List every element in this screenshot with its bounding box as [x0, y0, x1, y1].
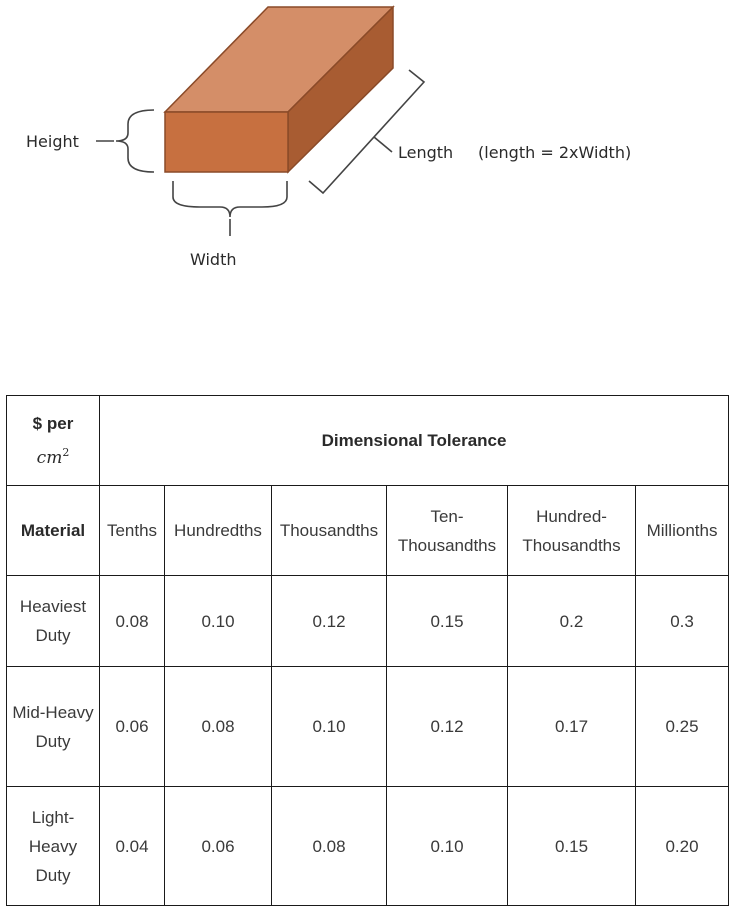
brick-front-face [164, 111, 289, 173]
unit-cell: $ per cm2 [6, 395, 100, 486]
height-brace [115, 109, 155, 173]
value-cell: 0.15 [386, 575, 508, 667]
unit-formula: cm2 [36, 445, 70, 468]
value-cell: 0.20 [634, 786, 730, 906]
length-note: (length = 2xWidth) [478, 143, 631, 162]
column-header-hundred-thousandths: Hundred-Thousandths [507, 485, 636, 576]
value-cell: 0.17 [507, 666, 636, 787]
value-cell: 0.3 [634, 575, 730, 667]
value-cell: 0.08 [271, 786, 387, 906]
length-leader-line [373, 136, 393, 153]
value-cell: 0.10 [164, 575, 272, 667]
column-header-tenths: Tenths [99, 485, 165, 576]
value-cell: 0.08 [99, 575, 165, 667]
table-row: Heaviest Duty 0.08 0.10 0.12 0.15 0.2 0.… [6, 575, 730, 667]
value-cell: 0.15 [507, 786, 636, 906]
brick-diagram: Height Width Length (length = 2xWidth) [26, 5, 631, 269]
value-cell: 0.12 [386, 666, 508, 787]
table-row: Mid-Heavy Duty 0.06 0.08 0.10 0.12 0.17 … [6, 666, 730, 787]
material-cell: Light-Heavy Duty [6, 786, 100, 906]
value-cell: 0.04 [99, 786, 165, 906]
column-header-row: Material Tenths Hundredths Thousandths T… [6, 485, 730, 576]
column-header-millionths: Millionths [634, 485, 730, 576]
material-cell: Mid-Heavy Duty [6, 666, 100, 787]
column-header-ten-thousandths: Ten-Thousandths [386, 485, 508, 576]
value-cell: 0.12 [271, 575, 387, 667]
value-cell: 0.2 [507, 575, 636, 667]
width-label: Width [190, 250, 236, 269]
value-cell: 0.10 [386, 786, 508, 906]
length-bracket [308, 69, 426, 195]
column-header-hundredths: Hundredths [164, 485, 272, 576]
column-header-material: Material [6, 485, 100, 576]
table-row: Light-Heavy Duty 0.04 0.06 0.08 0.10 0.1… [6, 786, 730, 906]
tolerance-cost-table: $ per cm2 Dimensional Tolerance Material… [6, 395, 730, 906]
column-header-thousandths: Thousandths [271, 485, 387, 576]
length-label: Length [398, 143, 453, 162]
value-cell: 0.06 [99, 666, 165, 787]
table-header-row: $ per cm2 Dimensional Tolerance [6, 395, 730, 486]
unit-prefix: $ per [32, 413, 74, 433]
value-cell: 0.08 [164, 666, 272, 787]
value-cell: 0.10 [271, 666, 387, 787]
dimensional-tolerance-header: Dimensional Tolerance [98, 395, 730, 486]
material-cell: Heaviest Duty [6, 575, 100, 667]
value-cell: 0.06 [164, 786, 272, 906]
value-cell: 0.25 [634, 666, 730, 787]
height-label: Height [26, 132, 79, 151]
width-brace [172, 181, 288, 218]
